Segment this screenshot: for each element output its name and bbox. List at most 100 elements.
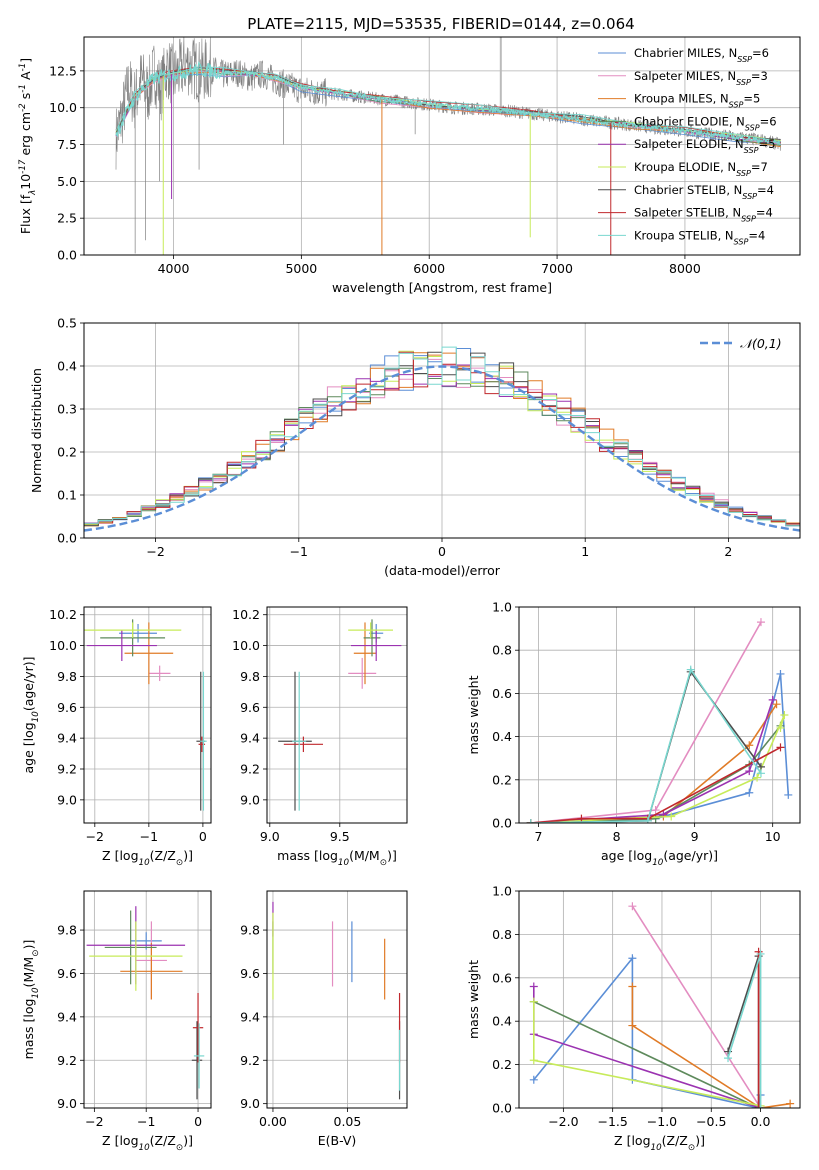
y-tick-label: 0.0 <box>57 531 77 546</box>
panel-mw_vs_z: −2.0 −1.5 −1.0 −0.5 0.0 0.0 0.2 0.4 0.6 0.8 1.0 Z [… <box>466 884 801 1153</box>
mass-weight-point <box>628 954 637 963</box>
grid-mass_vs_ebv <box>267 891 407 1108</box>
y-tick-label: 9.6 <box>240 700 260 715</box>
spectrum-legend: Chabrier MILES, NSSP=6 Salpeter MILES, NS… <box>598 46 777 246</box>
mass-weight-point <box>756 769 765 778</box>
y-tick-label: 0.4 <box>492 1014 512 1029</box>
x-tick-label: 0.00 <box>259 1114 287 1129</box>
x-axis-label: wavelength [Angstrom, rest frame] <box>332 280 552 295</box>
panel-residuals: −2 −1 0 1 2 0.0 0.1 0.2 0.3 0.4 0.5 (data-model)/er… <box>29 316 801 578</box>
panel-spectrum: 4000 5000 6000 7000 8000 0.0 2.5 5.0 7.5 10.0 12.5… <box>18 36 801 295</box>
legend-entry: Chabrier STELIB, NSSP=4 <box>634 183 774 201</box>
mass-weight-point <box>628 982 637 991</box>
mass-weight-line-8 <box>530 667 762 823</box>
y-tick-label: 10.0 <box>49 100 77 115</box>
legend-entry: Salpeter STELIB, NSSP=4 <box>634 206 773 224</box>
y-tick-label: 0.6 <box>492 686 512 701</box>
y-tick-label: 7.5 <box>57 137 77 152</box>
x-axis-label: Z [log10(Z/Z⊙)] <box>102 848 193 868</box>
y-tick-label: 10.2 <box>49 607 77 622</box>
y-tick-label: 9.2 <box>240 762 260 777</box>
normal-curve <box>84 365 800 532</box>
y-tick-label: 9.0 <box>57 792 77 807</box>
mass-weight-point <box>784 790 793 799</box>
y-tick-label: 1.0 <box>492 884 512 899</box>
axes-frame <box>83 322 801 539</box>
y-tick-label: 0.0 <box>492 816 512 831</box>
y-tick-label: 0.2 <box>492 1057 512 1072</box>
y-tick-label: 10.0 <box>232 638 260 653</box>
y-tick-label: 9.6 <box>57 700 77 715</box>
x-tick-label: −2 <box>85 1114 103 1129</box>
mass-weight-point <box>780 711 789 719</box>
plot-area-mass_vs_ebv <box>272 901 401 1100</box>
y-tick-label: 9.6 <box>240 966 260 981</box>
y-tick-label: 9.8 <box>240 923 260 938</box>
y-tick-label: 0.0 <box>492 1101 512 1116</box>
y-tick-label: 12.5 <box>49 63 77 78</box>
axes-frame <box>518 890 801 1109</box>
x-axis-label: mass [log10(M/M⊙)] <box>277 848 397 868</box>
x-tick-label: 8 <box>613 829 621 844</box>
y-tick-label: 0.5 <box>57 316 77 331</box>
x-tick-label: −1 <box>140 829 158 844</box>
x-axis-label: E(B-V) <box>318 1133 357 1148</box>
panel-age_vs_z: −2 −1 0 9.0 9.2 9.4 9.6 9.8 10.0 10.2 Z [log10(Z/Z… <box>21 606 212 868</box>
mass-weight-point <box>753 773 762 782</box>
axes-frame <box>266 606 408 824</box>
mass-weight-point <box>745 767 754 776</box>
y-tick-label: 2.5 <box>57 211 77 226</box>
x-tick-label: 9.5 <box>330 829 350 844</box>
y-tick-label: 9.2 <box>57 1053 77 1068</box>
mass-weight-point <box>756 1104 765 1108</box>
x-tick-label: −1 <box>290 544 308 559</box>
plot-area-mw_vs_z <box>529 902 795 1108</box>
y-tick-label: 0.2 <box>57 445 77 460</box>
y-tick-label: 5.0 <box>57 174 77 189</box>
mass-weight-line-7 <box>530 746 781 823</box>
y-tick-label: 9.8 <box>57 669 77 684</box>
y-tick-label: 0.2 <box>492 772 512 787</box>
legend-entry: Salpeter MILES, NSSP=3 <box>634 69 768 87</box>
y-tick-label: 9.0 <box>240 792 260 807</box>
y-axis-label: mass weight <box>466 960 481 1039</box>
x-tick-label: 5000 <box>285 261 317 276</box>
axes-frame <box>518 606 801 824</box>
mass-weight-point <box>754 1104 763 1108</box>
legend-entry: Chabrier MILES, NSSP=6 <box>634 46 769 64</box>
mass-weight-point <box>529 1056 538 1065</box>
y-tick-label: 9.4 <box>57 1009 77 1024</box>
y-tick-label: 9.4 <box>240 1009 260 1024</box>
mass-weight-line-2 <box>631 986 791 1108</box>
legend-entry: Kroupa ELODIE, NSSP=7 <box>634 160 768 178</box>
plot-area-residuals <box>84 346 800 532</box>
mass-weight-point <box>667 812 676 821</box>
mass-weight-line-8 <box>727 953 762 1108</box>
mass-weight-point <box>529 1075 538 1084</box>
y-tick-label: 9.0 <box>57 1096 77 1111</box>
x-tick-label: 4000 <box>158 261 190 276</box>
y-axis-label: Flux [fλ10-17 erg cm-2 s-1 A-1] <box>18 58 38 234</box>
x-tick-label: −2 <box>86 829 104 844</box>
mass-weight-line-3 <box>533 1000 759 1108</box>
x-axis-label: Z [log10(Z/Z⊙)] <box>614 1133 705 1153</box>
grid-age_vs_z <box>84 607 211 823</box>
y-tick-label: 0.8 <box>492 927 512 942</box>
mass-weight-line-4 <box>533 986 761 1108</box>
mass-weight-line-6 <box>727 955 760 1108</box>
mass-weight-point <box>776 669 785 678</box>
model-spectrum-0 <box>115 73 781 145</box>
x-tick-label: 7000 <box>541 261 573 276</box>
mass-weight-point <box>772 700 781 709</box>
y-tick-label: 0.4 <box>492 729 512 744</box>
x-tick-label: 0 <box>199 829 207 844</box>
mass-weight-point <box>756 618 765 627</box>
mass-weight-point <box>776 743 785 752</box>
y-tick-label: 0.6 <box>492 970 512 985</box>
x-tick-label: −1.0 <box>647 1114 677 1129</box>
plot-area-spectrum <box>115 37 781 255</box>
x-tick-label: 8000 <box>669 261 701 276</box>
x-axis-label: Z [log10(Z/Z⊙)] <box>102 1133 193 1153</box>
y-tick-label: 9.8 <box>57 923 77 938</box>
